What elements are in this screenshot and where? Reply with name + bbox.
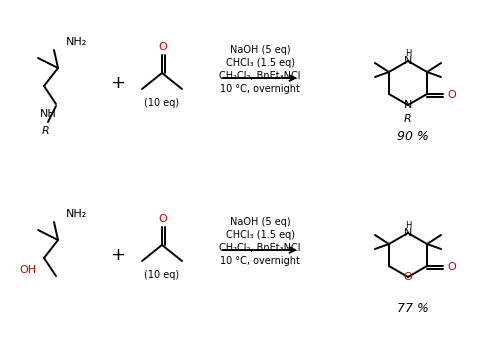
Text: (10 eq): (10 eq) (144, 270, 180, 280)
Text: NH₂: NH₂ (66, 209, 88, 219)
Text: O: O (448, 90, 456, 100)
Text: N: N (404, 56, 412, 66)
Text: O: O (158, 42, 168, 52)
Text: R: R (404, 114, 412, 124)
Text: 10 °C, overnight: 10 °C, overnight (220, 84, 300, 94)
Text: NaOH (5 eq): NaOH (5 eq) (230, 45, 290, 55)
Text: CH₂Cl₂, BnEt₃NCl: CH₂Cl₂, BnEt₃NCl (219, 243, 301, 253)
Text: H: H (405, 49, 411, 57)
Text: +: + (110, 246, 126, 264)
Text: (10 eq): (10 eq) (144, 98, 180, 108)
Text: 90 %: 90 % (397, 130, 429, 143)
Text: O: O (158, 214, 168, 224)
Text: CHCl₃ (1.5 eq): CHCl₃ (1.5 eq) (226, 230, 294, 240)
Text: N: N (404, 100, 412, 110)
Text: NH₂: NH₂ (66, 37, 88, 47)
Text: +: + (110, 74, 126, 92)
Text: N: N (404, 228, 412, 238)
Text: O: O (448, 262, 456, 272)
Text: 10 °C, overnight: 10 °C, overnight (220, 256, 300, 266)
Text: OH: OH (19, 265, 36, 275)
Text: 77 %: 77 % (397, 302, 429, 315)
Text: CH₂Cl₂, BnEt₃NCl: CH₂Cl₂, BnEt₃NCl (219, 71, 301, 81)
Text: NaOH (5 eq): NaOH (5 eq) (230, 217, 290, 227)
Text: O: O (404, 272, 412, 282)
Text: CHCl₃ (1.5 eq): CHCl₃ (1.5 eq) (226, 58, 294, 68)
Text: H: H (405, 221, 411, 229)
Text: R: R (42, 126, 50, 136)
Text: NH: NH (40, 109, 56, 119)
